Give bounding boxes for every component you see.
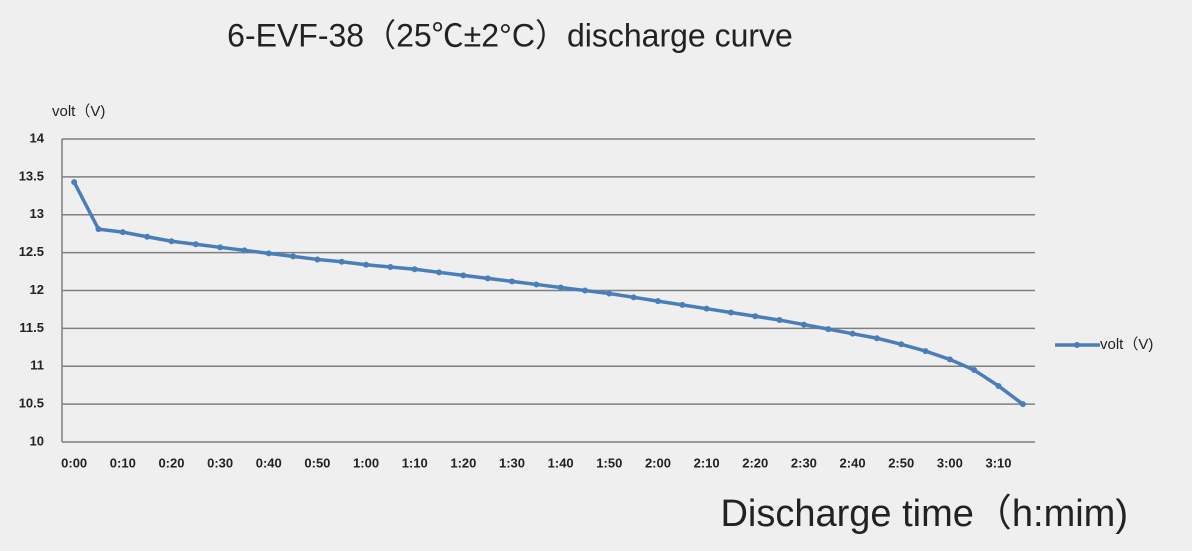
x-axis-label: Discharge time（h:mim) <box>720 493 1128 535</box>
data-point <box>581 287 588 294</box>
x-tick-label: 0:20 <box>158 455 184 470</box>
y-axis-label: volt（V) <box>52 103 105 120</box>
data-point <box>290 253 297 260</box>
x-tick-label: 2:30 <box>791 455 817 470</box>
data-point <box>946 356 953 363</box>
x-tick-label: 0:40 <box>256 455 282 470</box>
data-point <box>1019 401 1026 408</box>
data-line <box>72 181 1024 406</box>
x-tick-label: 3:10 <box>985 455 1011 470</box>
data-point <box>533 281 540 288</box>
data-point <box>630 294 637 301</box>
data-point <box>241 247 248 254</box>
data-point <box>922 348 929 355</box>
legend-label: volt（V) <box>1100 336 1153 353</box>
data-point <box>460 272 467 279</box>
legend-marker <box>1074 342 1080 348</box>
x-tick-label: 0:30 <box>207 455 233 470</box>
data-point <box>995 382 1002 389</box>
y-tick-label: 11 <box>30 358 44 373</box>
y-tick-label: 14 <box>30 130 45 145</box>
x-tick-label: 1:30 <box>499 455 525 470</box>
x-tick-label: 1:00 <box>353 455 379 470</box>
data-point <box>95 226 102 233</box>
x-tick-label: 0:00 <box>61 455 87 470</box>
data-point <box>776 317 783 324</box>
data-point <box>436 269 443 276</box>
y-tick-label: 10 <box>30 433 44 448</box>
x-tick-label: 1:40 <box>548 455 574 470</box>
data-point <box>509 278 516 285</box>
x-tick-label: 1:20 <box>450 455 476 470</box>
data-point <box>752 313 759 320</box>
x-tick-label: 1:10 <box>402 455 428 470</box>
data-point <box>727 309 734 316</box>
data-point <box>71 179 78 186</box>
data-point <box>654 298 661 305</box>
data-point <box>849 330 856 337</box>
data-point <box>363 261 370 268</box>
x-tick-label: 2:50 <box>888 455 914 470</box>
data-point <box>411 266 418 273</box>
y-tick-label: 10.5 <box>19 396 44 411</box>
data-point <box>557 284 564 291</box>
data-point <box>314 256 321 263</box>
x-tick-label: 1:50 <box>596 455 622 470</box>
data-point <box>217 244 224 251</box>
data-point <box>800 321 807 328</box>
y-tick-label: 12.5 <box>19 244 44 259</box>
data-point <box>144 233 151 240</box>
data-point <box>484 275 491 282</box>
x-tick-label: 2:20 <box>742 455 768 470</box>
data-point <box>387 264 394 271</box>
data-point <box>679 301 686 308</box>
data-point <box>703 305 710 312</box>
data-point <box>192 241 199 248</box>
data-point <box>873 335 880 342</box>
data-point <box>168 238 175 245</box>
x-tick-label: 0:50 <box>304 455 330 470</box>
data-point <box>825 326 832 333</box>
data-point <box>898 341 905 348</box>
x-tick-label: 2:40 <box>840 455 866 470</box>
x-tick-label: 2:00 <box>645 455 671 470</box>
y-tick-label: 13.5 <box>19 168 44 183</box>
data-point <box>606 290 613 297</box>
x-tick-label: 0:10 <box>110 455 136 470</box>
y-tick-label: 11.5 <box>19 320 44 335</box>
x-tick-label: 2:10 <box>694 455 720 470</box>
data-point <box>338 258 345 265</box>
data-point <box>265 250 272 257</box>
data-point <box>971 367 978 374</box>
y-tick-label: 13 <box>30 206 44 221</box>
data-point <box>119 229 126 236</box>
chart-title: 6-EVF-38（25℃±2°C）discharge curve <box>227 17 793 53</box>
x-tick-label: 3:00 <box>937 455 963 470</box>
y-tick-label: 12 <box>30 282 44 297</box>
